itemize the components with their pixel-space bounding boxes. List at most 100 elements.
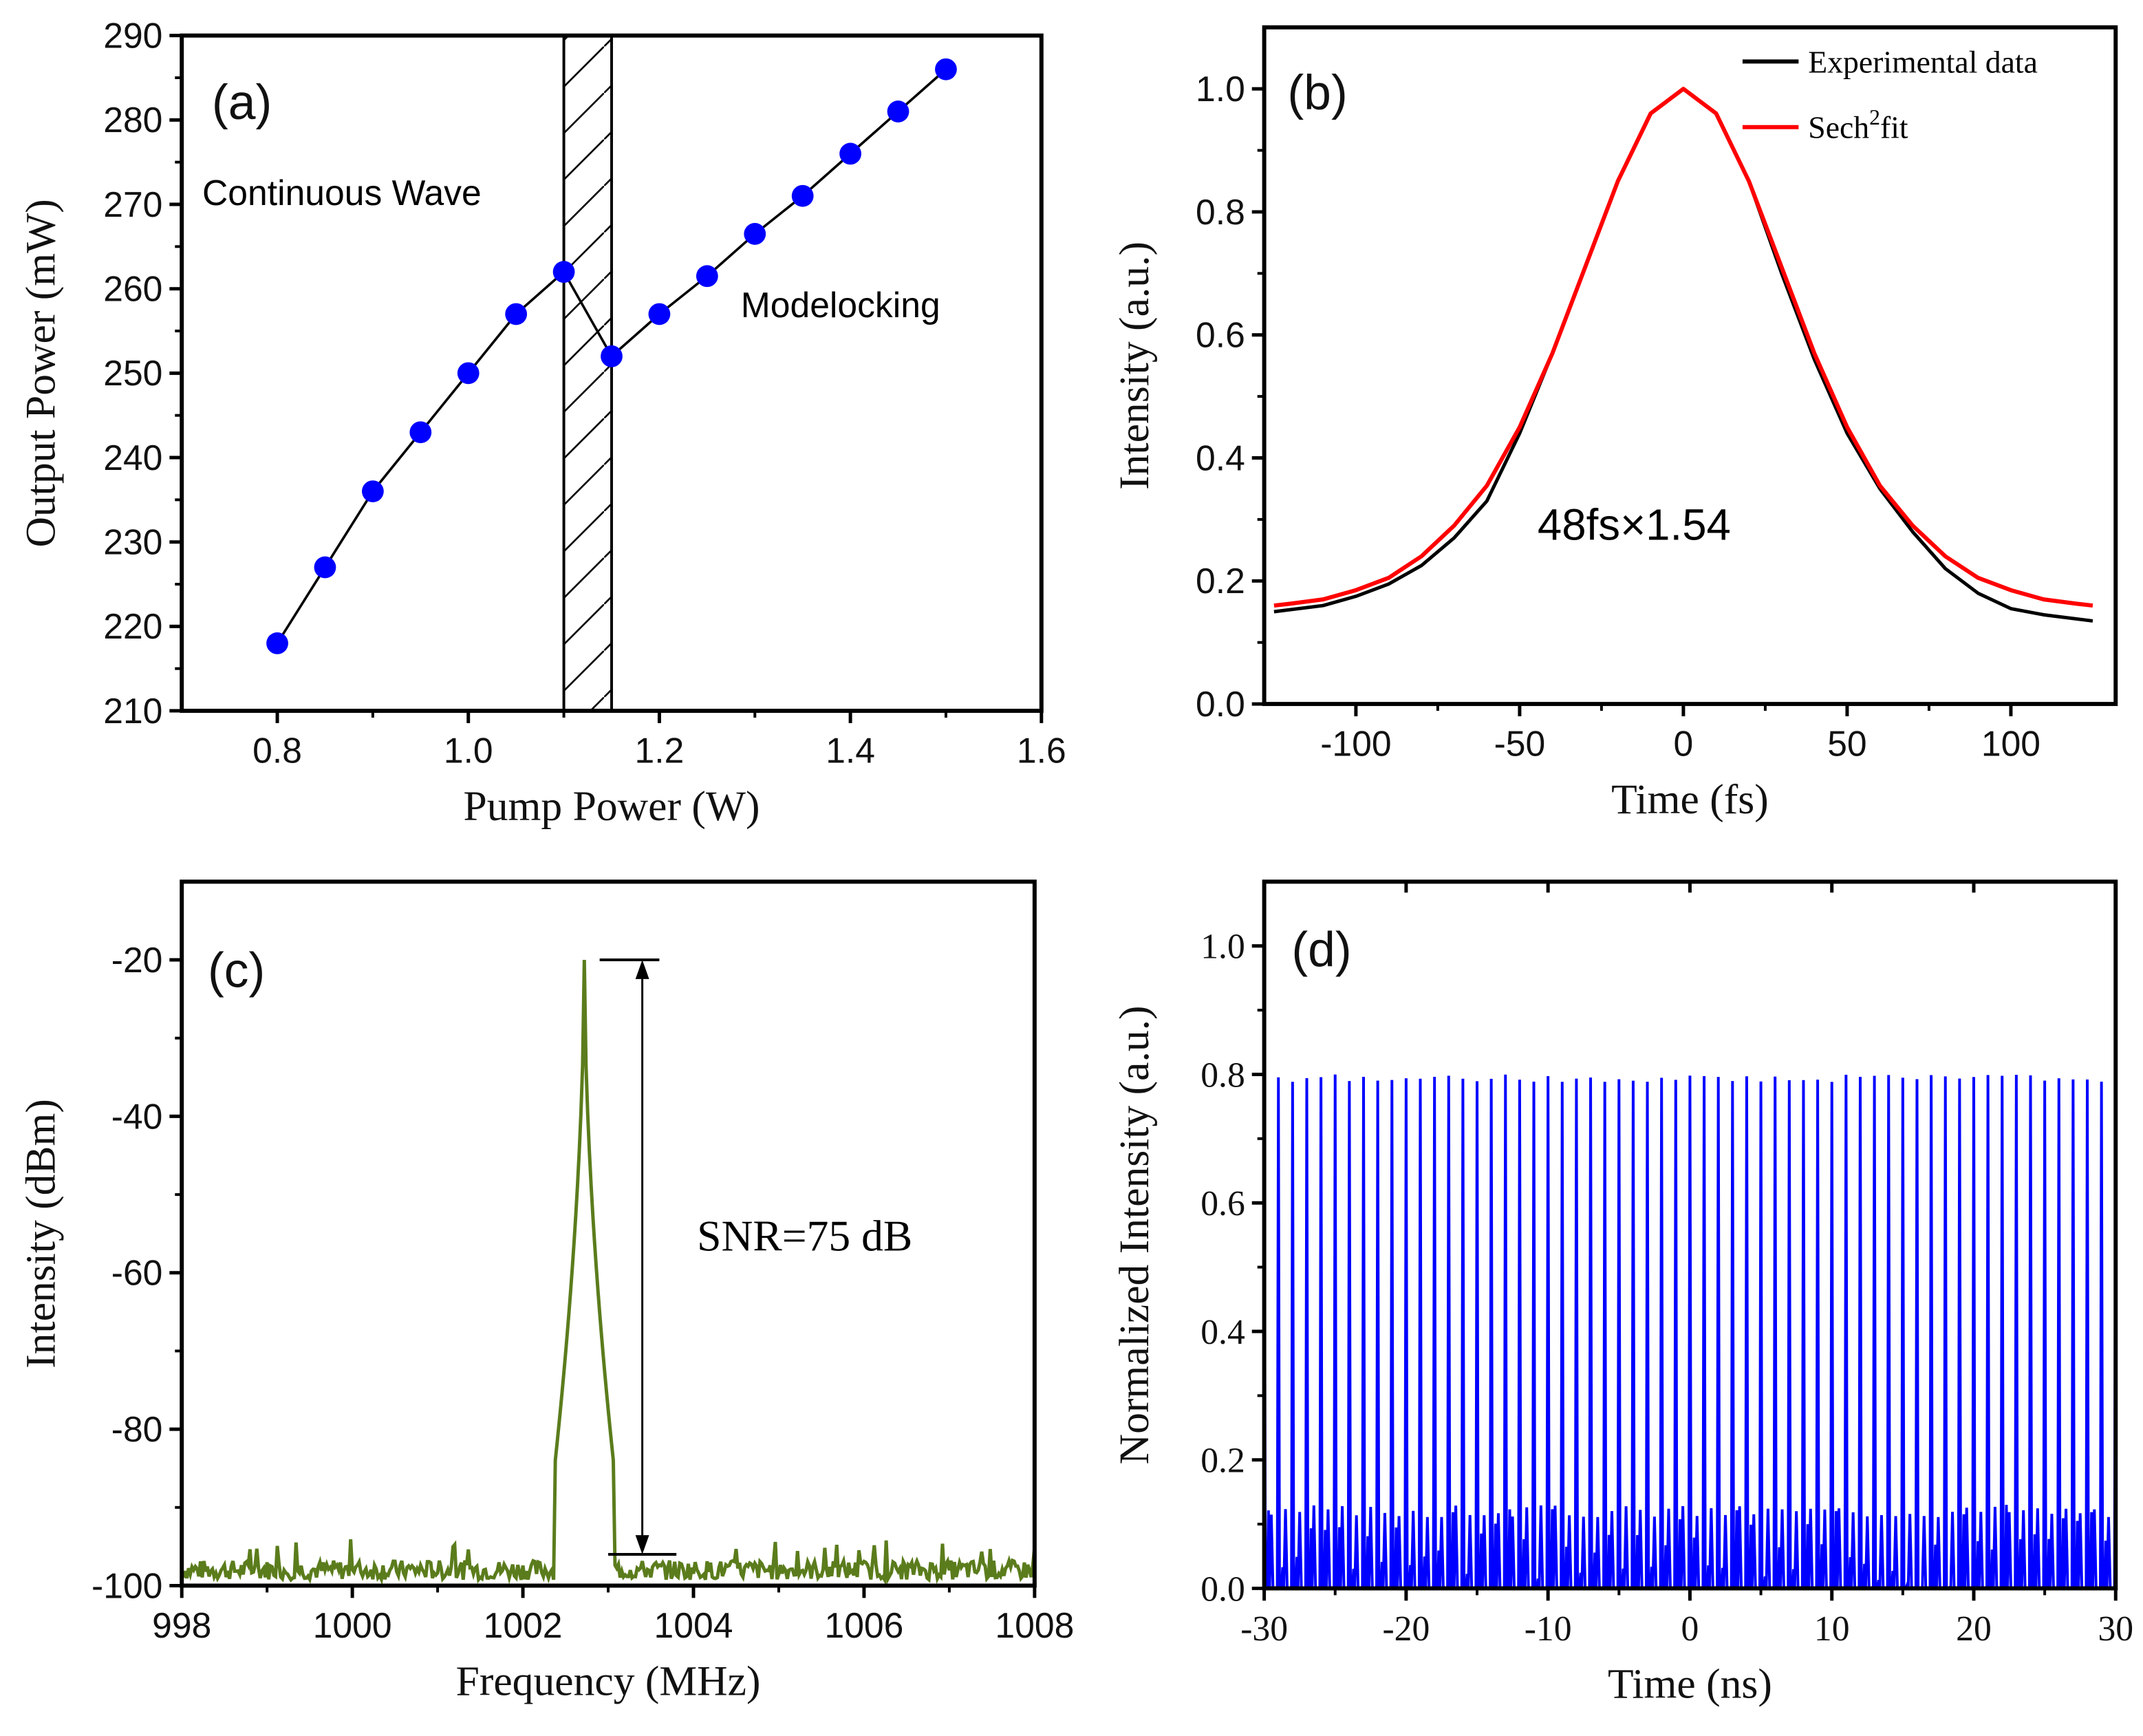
x-axis-title: Time (ns) bbox=[1608, 1660, 1772, 1707]
x-tick-label: 1008 bbox=[995, 1605, 1074, 1645]
y-tick-label: 240 bbox=[103, 438, 162, 478]
pulse-train-line bbox=[1264, 1074, 2116, 1589]
plot-area bbox=[182, 960, 1035, 1586]
x-axis-title: Time (fs) bbox=[1611, 776, 1769, 823]
x-tick-label: 998 bbox=[152, 1605, 211, 1645]
x-tick-label: 0 bbox=[1681, 1609, 1699, 1649]
y-tick-label: -20 bbox=[111, 940, 163, 980]
data-point bbox=[601, 345, 623, 367]
y-tick-label: 0.8 bbox=[1196, 192, 1245, 232]
data-point bbox=[457, 362, 480, 385]
y-tick-label: 270 bbox=[103, 184, 162, 224]
y-axis-title: Intensity (dBm) bbox=[17, 1099, 64, 1369]
x-tick-label: 100 bbox=[1981, 724, 2040, 764]
panel-label: (b) bbox=[1287, 65, 1347, 120]
legend-fit-superscript: 2 bbox=[1869, 105, 1880, 129]
x-tick-label: 1006 bbox=[824, 1605, 903, 1645]
data-point bbox=[362, 480, 384, 502]
data-point bbox=[744, 223, 766, 245]
y-tick-label: 1.0 bbox=[1196, 69, 1245, 109]
data-point bbox=[935, 58, 957, 81]
plot-frame bbox=[180, 879, 1037, 1588]
y-axis-title: Intensity (a.u.) bbox=[1111, 242, 1158, 490]
y-tick-label: 0.6 bbox=[1196, 315, 1245, 355]
y-tick-label: 0.2 bbox=[1196, 561, 1245, 601]
data-point bbox=[648, 303, 671, 325]
panel-b: -100 -50 0 50 100 0.0 0.2 0.4 0.6 0.8 1.0 Time (fs)… bbox=[1111, 25, 2118, 823]
y-tick-label: 0.6 bbox=[1200, 1184, 1245, 1223]
x-tick-label: 1.0 bbox=[444, 731, 493, 771]
x-tick-label: 0 bbox=[1674, 724, 1694, 764]
y-tick-label: 290 bbox=[103, 16, 162, 56]
x-axis-title: Pump Power (W) bbox=[464, 783, 760, 830]
legend-fit-prefix: Sech bbox=[1808, 110, 1869, 145]
y-tick-label: 250 bbox=[103, 353, 162, 393]
legend-label-experimental: Experimental data bbox=[1808, 44, 2038, 79]
y-axis-title: Normalized Intensity (a.u.) bbox=[1111, 1005, 1158, 1464]
plot-frame bbox=[1262, 25, 2118, 707]
y-tick-label: -60 bbox=[111, 1253, 163, 1293]
x-tick-label: 1004 bbox=[654, 1605, 733, 1645]
fit-curve bbox=[1273, 87, 2093, 608]
legend-label-fit: Sech2fit bbox=[1808, 105, 1908, 145]
y-tick-label: 280 bbox=[103, 100, 162, 140]
annotation-pulse-width: 48fs×1.54 bbox=[1538, 501, 1731, 550]
y-tick-label: 0.2 bbox=[1200, 1442, 1245, 1481]
x-tick-label: -10 bbox=[1525, 1609, 1572, 1649]
plot-area bbox=[1264, 1074, 2116, 1589]
x-tick-label: 20 bbox=[1956, 1609, 1992, 1649]
data-point bbox=[552, 261, 575, 283]
rf-spectrum-line bbox=[182, 960, 1035, 1586]
panel-a: 0.8 1.0 1.2 1.4 1.6 210 220 230 240 250 260 270 280 2… bbox=[17, 16, 1066, 830]
data-point bbox=[696, 265, 718, 288]
data-point bbox=[409, 421, 432, 444]
panel-label: (a) bbox=[212, 75, 272, 130]
y-tick-label: 0.4 bbox=[1196, 438, 1245, 478]
plot-area bbox=[1273, 87, 2093, 623]
data-point bbox=[314, 556, 336, 579]
data-point bbox=[266, 632, 288, 654]
y-axis-title: Output Power (mW) bbox=[17, 199, 64, 547]
data-point bbox=[887, 100, 909, 122]
annotation-continuous-wave: Continuous Wave bbox=[202, 173, 482, 213]
annotation-modelocking: Modelocking bbox=[741, 285, 940, 325]
x-tick-label: 1.2 bbox=[635, 731, 685, 771]
y-tick-label: 1.0 bbox=[1200, 928, 1245, 967]
y-tick-label: 220 bbox=[103, 606, 162, 646]
x-tick-label: -30 bbox=[1240, 1609, 1288, 1649]
x-tick-label: 0.8 bbox=[252, 731, 302, 771]
y-tick-label: 210 bbox=[103, 691, 162, 731]
x-tick-label: 1000 bbox=[313, 1605, 392, 1645]
data-point bbox=[505, 303, 528, 325]
y-tick-label: -80 bbox=[111, 1409, 163, 1449]
legend-fit-suffix: fit bbox=[1880, 110, 1908, 145]
snr-arrow-down-icon bbox=[635, 1535, 649, 1554]
x-tick-label: 1.6 bbox=[1017, 731, 1066, 771]
annotation-snr: SNR=75 dB bbox=[697, 1212, 912, 1261]
y-tick-label: -100 bbox=[91, 1565, 162, 1605]
y-tick-label: 0.8 bbox=[1200, 1055, 1245, 1095]
y-tick-label: 0.0 bbox=[1200, 1569, 1245, 1609]
plot-frame bbox=[180, 33, 1044, 714]
data-point bbox=[791, 184, 814, 207]
x-tick-label: 1002 bbox=[484, 1605, 563, 1645]
panel-c: 998 1000 1002 1004 1006 1008 -100 -80 -60 -40 -20 F… bbox=[17, 879, 1074, 1704]
panel-label: (d) bbox=[1291, 923, 1351, 978]
panel-label: (c) bbox=[208, 943, 265, 998]
plot-area bbox=[266, 35, 957, 711]
y-tick-label: 260 bbox=[103, 269, 162, 309]
panel-d: -30 -20 -10 0 10 20 30 0.0 0.2 0.4 0.6 0.8 1.0 Time (… bbox=[1111, 879, 2133, 1707]
y-tick-label: 0.4 bbox=[1200, 1313, 1245, 1352]
x-tick-label: -100 bbox=[1320, 724, 1391, 764]
x-tick-label: -20 bbox=[1382, 1609, 1430, 1649]
x-tick-label: -50 bbox=[1494, 724, 1546, 764]
plot-frame bbox=[1262, 879, 2118, 1591]
hatched-transition-region bbox=[562, 35, 613, 711]
x-tick-label: 30 bbox=[2098, 1609, 2133, 1649]
data-point bbox=[839, 142, 862, 165]
y-tick-label: 0.0 bbox=[1196, 684, 1245, 724]
snr-arrow-up-icon bbox=[635, 960, 649, 979]
x-axis-title: Frequency (MHz) bbox=[456, 1658, 761, 1704]
x-tick-label: 1.4 bbox=[826, 731, 875, 771]
